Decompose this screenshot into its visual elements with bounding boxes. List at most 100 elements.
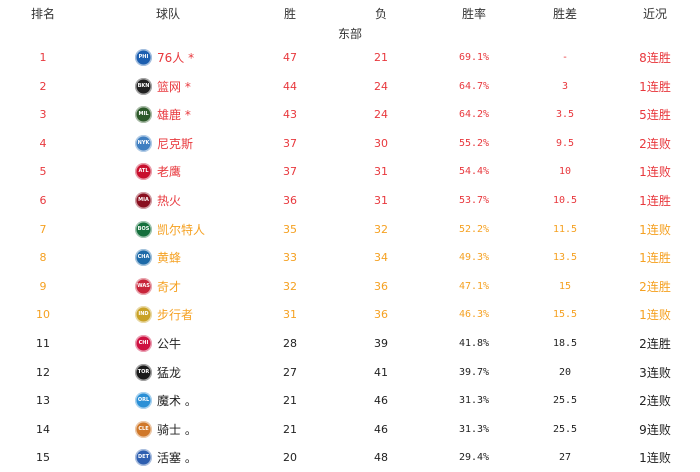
losses: 41 — [374, 365, 388, 379]
wins: 47 — [283, 51, 297, 64]
table-row[interactable]: 2 BKN 篮网 * 44 24 64.7% 3 1连胜 — [0, 77, 700, 97]
streak: 1连败 — [639, 308, 671, 323]
streak: 1连败 — [639, 222, 671, 237]
win-pct: 31.3% — [458, 395, 490, 407]
streak: 1连胜 — [639, 194, 671, 208]
team-logo-icon: ATL — [135, 163, 152, 181]
wins: 36 — [283, 194, 297, 207]
team-logo-icon: MIL — [135, 106, 152, 124]
rank: 13 — [36, 394, 50, 408]
team-logo-icon: NYK — [135, 134, 152, 152]
table-row[interactable]: 14 CLE 骑士 。 21 46 31.3% 25.5 9连败 — [0, 420, 700, 440]
rank: 10 — [36, 308, 50, 322]
team-name[interactable]: 76人 * — [157, 51, 195, 65]
table-row[interactable]: 4 NYK 尼克斯 37 30 55.2% 9.5 2连败 — [0, 134, 700, 154]
streak: 2连败 — [639, 394, 671, 409]
table-row[interactable]: 3 MIL 雄鹿 * 43 24 64.2% 3.5 5连胜 — [0, 105, 700, 125]
win-pct: 69.1% — [458, 52, 490, 63]
win-pct: 64.2% — [458, 109, 490, 121]
table-row[interactable]: 13 ORL 魔术 。 21 46 31.3% 25.5 2连败 — [0, 391, 700, 411]
team-logo-icon: IND — [135, 306, 152, 324]
streak: 2连胜 — [639, 337, 671, 351]
games-behind: 10 — [558, 166, 572, 178]
rank: 4 — [39, 136, 47, 150]
table-row[interactable]: 8 CHA 黄蜂 33 34 49.3% 13.5 1连胜 — [0, 248, 700, 268]
losses: 32 — [374, 222, 388, 236]
games-behind: 13.5 — [552, 252, 578, 264]
team-logo-icon: CLE — [135, 420, 152, 438]
rank: 5 — [39, 165, 47, 179]
team-name[interactable]: 黄蜂 — [157, 251, 182, 266]
losses: 24 — [374, 79, 388, 93]
team-name[interactable]: 骑士 。 — [157, 422, 197, 437]
rank: 2 — [39, 79, 47, 93]
team-logo-icon: BKN — [135, 77, 152, 95]
losses: 36 — [374, 279, 388, 293]
rank: 1 — [39, 51, 47, 64]
team-logo-icon: MIA — [135, 192, 152, 209]
team-logo-icon: PHI — [135, 49, 152, 66]
team-name[interactable]: 活塞 。 — [157, 451, 197, 466]
team-name[interactable]: 篮网 * — [157, 79, 191, 94]
losses: 48 — [374, 451, 388, 465]
losses: 39 — [374, 337, 388, 350]
streak: 9连败 — [639, 422, 671, 437]
wins: 31 — [283, 308, 297, 322]
table-row[interactable]: 12 TOR 猛龙 27 41 39.7% 20 3连败 — [0, 363, 700, 383]
team-name[interactable]: 雄鹿 * — [157, 108, 191, 123]
losses: 31 — [374, 194, 388, 207]
streak: 1连败 — [639, 165, 671, 180]
rank: 15 — [36, 451, 50, 465]
games-behind: 25.5 — [552, 423, 578, 435]
team-name[interactable]: 公牛 — [157, 337, 182, 351]
team-name[interactable]: 步行者 — [157, 308, 194, 323]
wins: 43 — [283, 108, 297, 122]
wins: 20 — [283, 451, 297, 465]
header-streak: 近况 — [642, 7, 668, 21]
wins: 37 — [283, 136, 297, 150]
table-row[interactable]: 10 IND 步行者 31 36 46.3% 15.5 1连败 — [0, 305, 700, 325]
table-header: 排名 球队 胜 负 胜率 胜差 近况 — [0, 4, 700, 24]
wins: 21 — [283, 422, 297, 436]
conference-row: 东部 — [0, 24, 700, 44]
games-behind: 3.5 — [555, 109, 575, 121]
win-pct: 31.3% — [458, 423, 490, 435]
win-pct: 54.4% — [458, 166, 490, 178]
conference-label: 东部 — [337, 27, 363, 41]
games-behind: 9.5 — [555, 137, 575, 149]
team-name[interactable]: 热火 — [157, 194, 182, 208]
team-name[interactable]: 奇才 — [157, 279, 182, 294]
win-pct: 49.3% — [458, 252, 490, 264]
games-behind: 27 — [558, 452, 572, 464]
team-name[interactable]: 老鹰 — [157, 165, 182, 180]
rank: 14 — [36, 422, 50, 436]
streak: 2连败 — [639, 136, 671, 151]
table-row[interactable]: 1 PHI 76人 * 47 21 69.1% - 8连胜 — [0, 48, 700, 68]
table-row[interactable]: 9 WAS 奇才 32 36 47.1% 15 2连胜 — [0, 277, 700, 297]
games-behind: 15.5 — [552, 309, 578, 321]
header-rank: 排名 — [30, 7, 56, 21]
team-name[interactable]: 尼克斯 — [157, 136, 194, 151]
team-name[interactable]: 凯尔特人 — [157, 222, 206, 237]
team-logo-icon: BOS — [135, 220, 152, 238]
table-row[interactable]: 11 CHI 公牛 28 39 41.8% 18.5 2连胜 — [0, 334, 700, 354]
table-row[interactable]: 5 ATL 老鹰 37 31 54.4% 10 1连败 — [0, 162, 700, 182]
header-gb: 胜差 — [552, 7, 578, 21]
table-row[interactable]: 15 DET 活塞 。 20 48 29.4% 27 1连败 — [0, 448, 700, 468]
win-pct: 41.8% — [458, 338, 490, 349]
streak: 3连败 — [639, 365, 671, 380]
win-pct: 46.3% — [458, 309, 490, 321]
streak: 1连败 — [639, 451, 671, 466]
wins: 44 — [283, 79, 297, 93]
losses: 46 — [374, 394, 388, 408]
table-row[interactable]: 6 MIA 热火 36 31 53.7% 10.5 1连胜 — [0, 191, 700, 211]
team-name[interactable]: 猛龙 — [157, 365, 182, 380]
games-behind: 15 — [558, 280, 572, 292]
team-name[interactable]: 魔术 。 — [157, 394, 197, 409]
wins: 28 — [283, 337, 297, 350]
team-logo-icon: DET — [135, 449, 152, 467]
streak: 1连胜 — [639, 251, 671, 266]
wins: 32 — [283, 279, 297, 293]
table-row[interactable]: 7 BOS 凯尔特人 35 32 52.2% 11.5 1连败 — [0, 220, 700, 240]
wins: 27 — [283, 365, 297, 379]
